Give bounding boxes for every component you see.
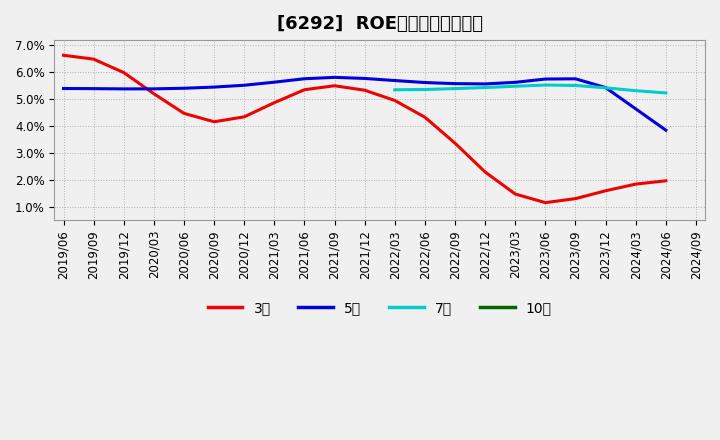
3年 [59, 53, 68, 58]
5年 [270, 80, 279, 85]
Line: 5年: 5年 [63, 77, 666, 130]
3年 [511, 191, 520, 197]
3年 [150, 91, 158, 96]
3年 [420, 114, 429, 120]
3年 [330, 83, 339, 88]
7年 [511, 84, 520, 89]
5年 [89, 86, 98, 91]
7年 [451, 86, 459, 91]
5年 [662, 128, 670, 133]
3年 [571, 196, 580, 201]
3年 [481, 169, 490, 175]
7年 [420, 87, 429, 92]
Line: 7年: 7年 [395, 85, 666, 93]
5年 [120, 86, 128, 92]
5年 [59, 86, 68, 91]
5年 [360, 76, 369, 81]
3年 [601, 188, 610, 194]
5年 [180, 86, 189, 91]
7年 [481, 85, 490, 90]
5年 [451, 81, 459, 86]
5年 [420, 80, 429, 85]
3年 [390, 98, 399, 103]
Title: [6292]  ROEの標準偏差の推移: [6292] ROEの標準偏差の推移 [276, 15, 482, 33]
5年 [541, 77, 549, 82]
5年 [631, 106, 640, 111]
3年 [300, 87, 309, 92]
3年 [360, 88, 369, 93]
3年 [120, 70, 128, 75]
7年 [601, 85, 610, 91]
5年 [210, 84, 218, 90]
3年 [631, 181, 640, 187]
5年 [481, 81, 490, 87]
7年 [541, 82, 549, 88]
3年 [89, 56, 98, 62]
Legend: 3年, 5年, 7年, 10年: 3年, 5年, 7年, 10年 [202, 296, 557, 321]
3年 [210, 119, 218, 125]
5年 [330, 75, 339, 80]
3年 [270, 100, 279, 105]
5年 [511, 80, 520, 85]
3年 [180, 111, 189, 116]
7年 [571, 83, 580, 88]
3年 [451, 140, 459, 146]
3年 [662, 178, 670, 183]
5年 [240, 83, 248, 88]
3年 [541, 200, 549, 205]
5年 [571, 76, 580, 81]
5年 [150, 86, 158, 92]
5年 [601, 85, 610, 90]
7年 [662, 90, 670, 95]
3年 [240, 114, 248, 120]
5年 [390, 78, 399, 83]
Line: 3年: 3年 [63, 55, 666, 203]
5年 [300, 76, 309, 81]
7年 [390, 87, 399, 92]
7年 [631, 88, 640, 93]
